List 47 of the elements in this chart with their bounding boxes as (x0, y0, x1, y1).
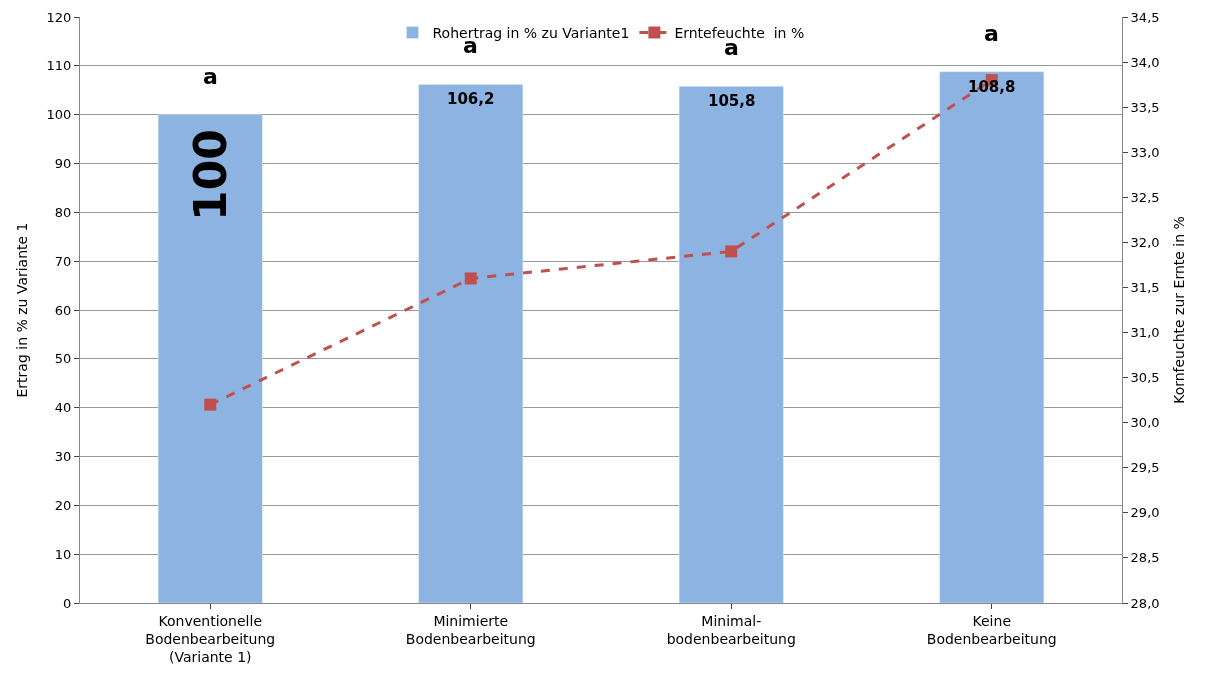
data-label: 100 (184, 129, 236, 221)
y-tick-label: 50 (54, 351, 72, 367)
y2-tick-label: 32,0 (1130, 234, 1160, 250)
annotation: a (984, 21, 999, 46)
data-label: 106,2 (447, 90, 495, 108)
y2-tick-label: 32,5 (1130, 189, 1160, 205)
y2-tick-label: 34,5 (1130, 9, 1160, 25)
y-tick-label: 110 (46, 58, 72, 74)
y2-tick-label: 28,5 (1130, 550, 1160, 566)
bar (157, 114, 263, 603)
y2-tick-label: 30,5 (1130, 370, 1160, 386)
y2-axis-title: Kornfeuchte zur Ernte in % (1170, 216, 1187, 404)
point (725, 245, 738, 258)
x-tick-label: Minimal- bodenbearbeitung (666, 612, 796, 647)
y-tick-label: 30 (54, 449, 72, 465)
x-tick-label: Konventionelle Bodenbearbeitung (Variante 1) (145, 612, 276, 666)
y2-tick-label: 33,5 (1130, 99, 1160, 115)
y2-tick-label: 29,5 (1130, 460, 1160, 476)
y-tick-label: 120 (46, 9, 72, 25)
y-tick-label: 40 (54, 400, 72, 416)
y-tick-label: 20 (54, 497, 72, 513)
y2-tick-label: 31,0 (1130, 325, 1160, 341)
y-tick-label: 70 (54, 253, 72, 269)
bar (678, 86, 784, 603)
y-tick-label: 80 (54, 204, 72, 220)
y2-tick-label: 28,0 (1130, 595, 1160, 611)
y2-tick-label: 33,0 (1130, 144, 1160, 160)
bar (939, 71, 1045, 603)
y-tick-label: 90 (54, 156, 72, 172)
y-tick-label: 10 (54, 546, 72, 562)
y2-tick-label: 30,0 (1130, 415, 1160, 431)
bar (418, 84, 524, 603)
y-axis-title: Ertrag in % zu Variante 1 (14, 222, 31, 398)
legend-label: Rohertrag in % zu Variante1 (432, 25, 630, 42)
point (204, 398, 217, 411)
y2-tick-label: 34,0 (1130, 54, 1160, 70)
x-tick-label: Keine Bodenbearbeitung (926, 612, 1057, 647)
annotation: a (203, 64, 218, 89)
x-tick-label: Minimierte Bodenbearbeitung (405, 612, 536, 647)
y-tick-label: 100 (46, 107, 72, 123)
y2-tick-label: 29,0 (1130, 505, 1160, 521)
point (464, 272, 477, 285)
data-label: 108,8 (968, 78, 1016, 96)
y2-tick-label: 31,5 (1130, 280, 1160, 296)
data-label: 105,8 (708, 92, 756, 110)
y-tick-label: 0 (63, 595, 72, 611)
y-tick-label: 60 (54, 302, 72, 318)
